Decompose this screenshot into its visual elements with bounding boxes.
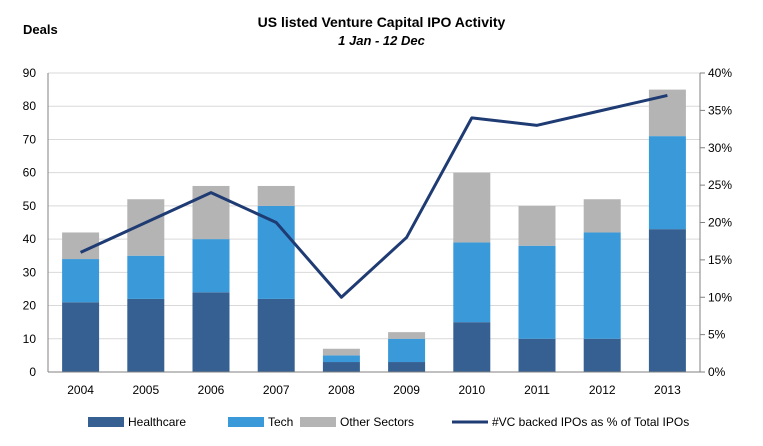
line-vc-backed-ipos-pct	[79, 93, 668, 299]
bar-healthcare-2005	[127, 298, 165, 372]
chart-title: US listed Venture Capital IPO Activity	[257, 14, 506, 30]
bar-healthcare-2013	[648, 229, 686, 372]
axes	[47, 72, 705, 373]
bars	[62, 89, 686, 372]
bar-healthcare-2012	[583, 338, 621, 372]
x-tick-label: 2007	[263, 383, 290, 397]
y2-tick-label: 40%	[708, 66, 732, 80]
y-tick-label: 80	[23, 99, 37, 113]
bar-healthcare-2009	[388, 362, 426, 372]
x-tick-label: 2013	[654, 383, 681, 397]
legend-swatch-tech	[228, 417, 264, 427]
bar-healthcare-2004	[62, 302, 100, 372]
y2-tick-label: 35%	[708, 103, 732, 117]
y-axis-label: Deals	[23, 22, 58, 37]
bar-tech-2012	[583, 232, 621, 339]
bar-tech-2010	[453, 242, 491, 323]
bar-healthcare-2011	[518, 338, 556, 372]
bar-other-sectors-2010	[453, 172, 491, 243]
line-series	[79, 93, 668, 299]
legend-label-healthcare: Healthcare	[128, 415, 186, 429]
y-tick-label: 90	[23, 66, 37, 80]
y2-tick-label: 15%	[708, 253, 732, 267]
x-tick-label: 2010	[458, 383, 485, 397]
x-tick-label: 2005	[132, 383, 159, 397]
legend-label-other-sectors: Other Sectors	[340, 415, 414, 429]
bar-other-sectors-2009	[388, 332, 426, 339]
bar-other-sectors-2012	[583, 199, 621, 233]
x-tick-label: 2004	[67, 383, 94, 397]
bar-tech-2009	[388, 338, 426, 363]
legend-swatch-other-sectors	[300, 417, 336, 427]
y2-tick-label: 0%	[708, 365, 726, 379]
y-tick-label: 40	[23, 232, 37, 246]
y2-tick-label: 5%	[708, 328, 726, 342]
y-tick-label: 0	[29, 365, 36, 379]
bar-other-sectors-2007	[257, 185, 295, 206]
bar-tech-2011	[518, 245, 556, 339]
x-tick-label: 2011	[524, 383, 550, 397]
y-tick-label: 10	[23, 332, 37, 346]
y-tick-label: 30	[23, 265, 37, 279]
x-tick-label: 2006	[198, 383, 225, 397]
y-tick-label: 50	[23, 199, 37, 213]
y2-tick-label: 30%	[708, 141, 732, 155]
bar-tech-2004	[62, 259, 100, 303]
legend-label-tech: Tech	[268, 415, 293, 429]
y-tick-label: 20	[23, 299, 37, 313]
bar-healthcare-2008	[322, 362, 360, 372]
bar-tech-2006	[192, 239, 230, 293]
y2-tick-label: 10%	[708, 290, 732, 304]
bar-healthcare-2010	[453, 322, 491, 372]
y-tick-label: 60	[23, 166, 37, 180]
legend-label--vc-backed-ipos-as-of-total-ipos: #VC backed IPOs as % of Total IPOs	[492, 415, 689, 429]
y-tick-label: 70	[23, 132, 37, 146]
x-tick-label: 2008	[328, 383, 355, 397]
bar-other-sectors-2008	[322, 348, 360, 356]
legend-swatch-healthcare	[88, 417, 124, 427]
bar-healthcare-2006	[192, 292, 230, 372]
bar-tech-2007	[257, 205, 295, 299]
x-tick-label: 2012	[589, 383, 616, 397]
bar-tech-2008	[322, 355, 360, 363]
y2-tick-label: 20%	[708, 216, 732, 230]
bar-healthcare-2007	[257, 298, 295, 372]
x-tick-label: 2009	[393, 383, 420, 397]
bar-tech-2005	[127, 255, 165, 299]
bar-tech-2013	[648, 136, 686, 230]
tick-labels: 0 10 20 30 40 50 60 70 80 90 0% 5% 10% 15% 20% 25% 30% 35…	[23, 66, 733, 397]
chart-subtitle: 1 Jan - 12 Dec	[338, 33, 425, 48]
legend: Healthcare Tech Other Sectors #VC backed IP…	[88, 415, 689, 429]
y2-tick-label: 25%	[708, 178, 732, 192]
bar-other-sectors-2006	[192, 185, 230, 240]
bar-other-sectors-2011	[518, 205, 556, 246]
